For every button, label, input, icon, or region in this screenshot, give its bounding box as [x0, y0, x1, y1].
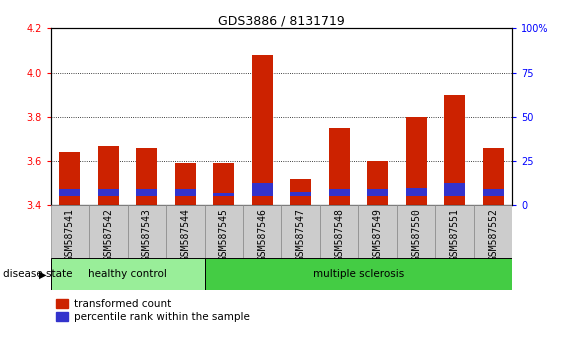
Text: GSM587550: GSM587550	[411, 208, 421, 261]
Bar	[482, 148, 504, 205]
Text: multiple sclerosis: multiple sclerosis	[313, 269, 404, 279]
FancyBboxPatch shape	[282, 205, 320, 258]
Bar	[367, 189, 388, 196]
Text: GSM587548: GSM587548	[334, 208, 344, 261]
FancyBboxPatch shape	[320, 205, 359, 258]
Text: healthy control: healthy control	[88, 269, 167, 279]
FancyBboxPatch shape	[128, 205, 166, 258]
Bar	[329, 189, 350, 196]
FancyBboxPatch shape	[435, 205, 474, 258]
FancyBboxPatch shape	[397, 205, 435, 258]
FancyBboxPatch shape	[51, 205, 89, 258]
Bar	[290, 179, 311, 205]
FancyBboxPatch shape	[89, 205, 128, 258]
Bar	[213, 163, 234, 205]
Text: GSM587544: GSM587544	[180, 208, 190, 261]
Bar	[175, 189, 196, 196]
Text: disease state: disease state	[3, 269, 72, 279]
Text: GSM587552: GSM587552	[488, 208, 498, 261]
Text: GSM587545: GSM587545	[219, 208, 229, 261]
Bar	[98, 189, 119, 196]
FancyBboxPatch shape	[243, 205, 282, 258]
Bar	[405, 188, 427, 196]
Text: GSM587546: GSM587546	[257, 208, 267, 261]
Bar	[204, 258, 512, 290]
Bar	[482, 189, 504, 196]
Bar	[98, 145, 119, 205]
Bar	[329, 128, 350, 205]
Text: GSM587549: GSM587549	[373, 208, 383, 261]
Text: GSM587542: GSM587542	[104, 208, 113, 261]
Bar	[252, 183, 273, 196]
Bar	[136, 189, 158, 196]
Bar	[175, 163, 196, 205]
Bar	[51, 258, 204, 290]
Bar	[252, 55, 273, 205]
Text: GSM587541: GSM587541	[65, 208, 75, 261]
Text: GSM587551: GSM587551	[450, 208, 459, 261]
Bar	[444, 183, 465, 196]
Bar	[213, 193, 234, 196]
FancyBboxPatch shape	[474, 205, 512, 258]
Bar	[405, 117, 427, 205]
Bar	[444, 95, 465, 205]
FancyBboxPatch shape	[166, 205, 204, 258]
Title: GDS3886 / 8131719: GDS3886 / 8131719	[218, 14, 345, 27]
FancyBboxPatch shape	[204, 205, 243, 258]
Text: GSM587543: GSM587543	[142, 208, 152, 261]
Text: ▶: ▶	[39, 269, 46, 279]
Text: GSM587547: GSM587547	[296, 208, 306, 261]
Bar	[367, 161, 388, 205]
Bar	[59, 189, 81, 196]
Bar	[59, 152, 81, 205]
Bar	[136, 148, 158, 205]
FancyBboxPatch shape	[359, 205, 397, 258]
Bar	[290, 192, 311, 196]
Legend: transformed count, percentile rank within the sample: transformed count, percentile rank withi…	[56, 299, 249, 322]
